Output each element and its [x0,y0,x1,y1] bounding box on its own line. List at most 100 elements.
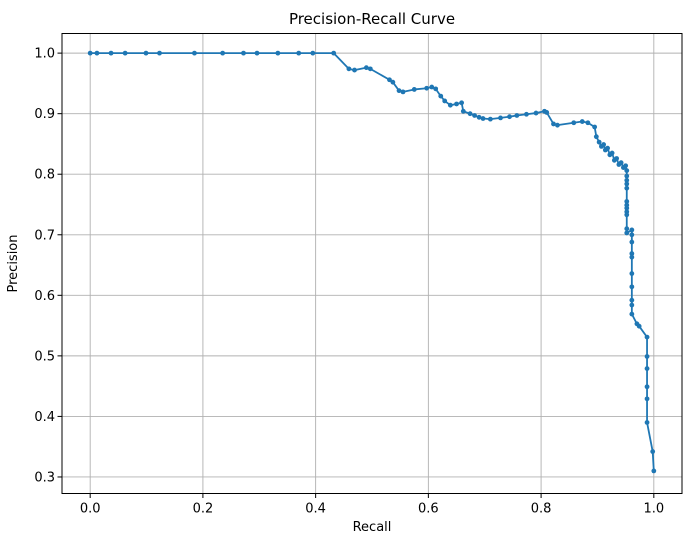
y-axis-label: Precision [6,234,21,292]
data-point-marker [551,121,556,127]
data-point-marker [514,113,520,118]
data-point-marker [629,284,635,290]
y-tick-label: 0.8 [34,168,55,183]
data-point-marker [624,212,630,218]
data-point-marker [593,134,599,140]
data-point-marker [609,150,615,156]
data-point-marker [487,116,493,122]
data-point-marker [544,110,550,115]
data-point-marker [618,160,624,166]
data-point-marker [624,205,630,211]
data-point-marker [629,297,635,303]
data-point-marker [614,156,620,161]
data-point-marker [596,139,602,145]
data-point-marker [94,50,100,56]
x-axis-label: Recall [353,520,392,535]
data-point-marker [472,113,477,118]
data-point-marker [157,50,162,56]
y-tick-label: 0.9 [34,107,55,122]
data-point-marker [275,50,281,56]
data-point-marker [447,102,453,108]
data-point-marker [624,181,630,187]
data-point-marker [387,77,392,83]
data-point-marker [254,50,260,56]
data-point-marker [363,65,369,71]
data-point-marker [367,66,373,72]
data-point-marker [533,110,539,116]
data-point-marker [352,67,357,73]
data-point-marker [241,50,246,56]
data-point-marker [579,119,585,124]
y-tick-label: 0.3 [34,470,55,485]
data-point-marker [454,101,459,107]
data-point-marker [624,226,630,232]
data-point-marker [108,50,114,56]
data-point-marker [624,173,630,179]
data-point-marker [629,239,635,245]
data-point-marker [650,449,656,454]
data-point-marker [644,420,650,425]
data-point-marker [498,115,503,121]
data-point-marker [331,50,337,56]
data-point-marker [429,84,435,90]
axes-spines [61,33,683,494]
data-point-marker [459,100,465,106]
data-point-marker [87,50,93,56]
data-point-marker [555,122,560,128]
data-point-marker [390,79,396,85]
data-point-marker [629,251,635,256]
data-point-marker [411,87,417,92]
y-tick-label: 0.6 [34,289,55,304]
data-point-marker [644,366,650,371]
data-point-marker [122,50,128,56]
x-tick-label: 0.4 [305,502,326,517]
y-tick-label: 0.7 [34,228,55,243]
chart-title: Precision-Recall Curve [289,10,455,28]
x-tick-label: 0.2 [193,502,214,517]
data-point-marker [476,114,482,120]
data-point-marker [624,177,630,183]
data-point-marker [296,50,302,56]
data-point-marker [623,163,629,169]
data-point-marker [629,271,635,276]
data-point-marker [143,50,149,56]
x-tick-label: 0.6 [418,502,439,517]
data-point-marker [629,311,635,317]
data-point-marker [346,66,352,72]
data-point-marker [507,114,512,120]
pr-curve-line [89,52,655,472]
data-point-marker [467,111,473,117]
data-point-marker [524,111,529,117]
data-point-marker [396,88,402,94]
data-point-marker [644,354,650,359]
data-point-marker [310,50,316,56]
data-point-marker [585,120,591,126]
data-point-marker [192,50,197,56]
data-point-marker [644,384,650,390]
plot-area: 0.0 0.2 0.4 0.6 0.8 1.0 0.3 0.4 0.5 0.6 0.7 0.8 0.9 1… [34,33,683,517]
y-tick-label: 1.0 [34,47,55,62]
data-point-marker [601,142,607,147]
data-point-marker [651,468,657,474]
data-point-marker [624,230,630,236]
x-tick-label: 0.8 [531,502,552,517]
data-point-marker [629,254,635,260]
data-point-marker [644,334,650,340]
data-point-marker [571,120,577,126]
data-point-marker [400,89,406,95]
data-point-marker [624,199,630,204]
y-tick-label: 0.5 [34,349,55,364]
data-point-marker [636,323,642,329]
data-point-marker [629,302,635,308]
data-point-marker [220,50,226,56]
data-point-marker [605,145,610,151]
data-point-marker [629,227,635,233]
data-point-marker [480,116,486,121]
data-point-marker [644,396,650,402]
data-point-marker [624,185,630,191]
x-tick-label: 0.0 [80,502,101,517]
x-tick-label: 1.0 [643,502,664,517]
data-point-marker [624,168,630,173]
